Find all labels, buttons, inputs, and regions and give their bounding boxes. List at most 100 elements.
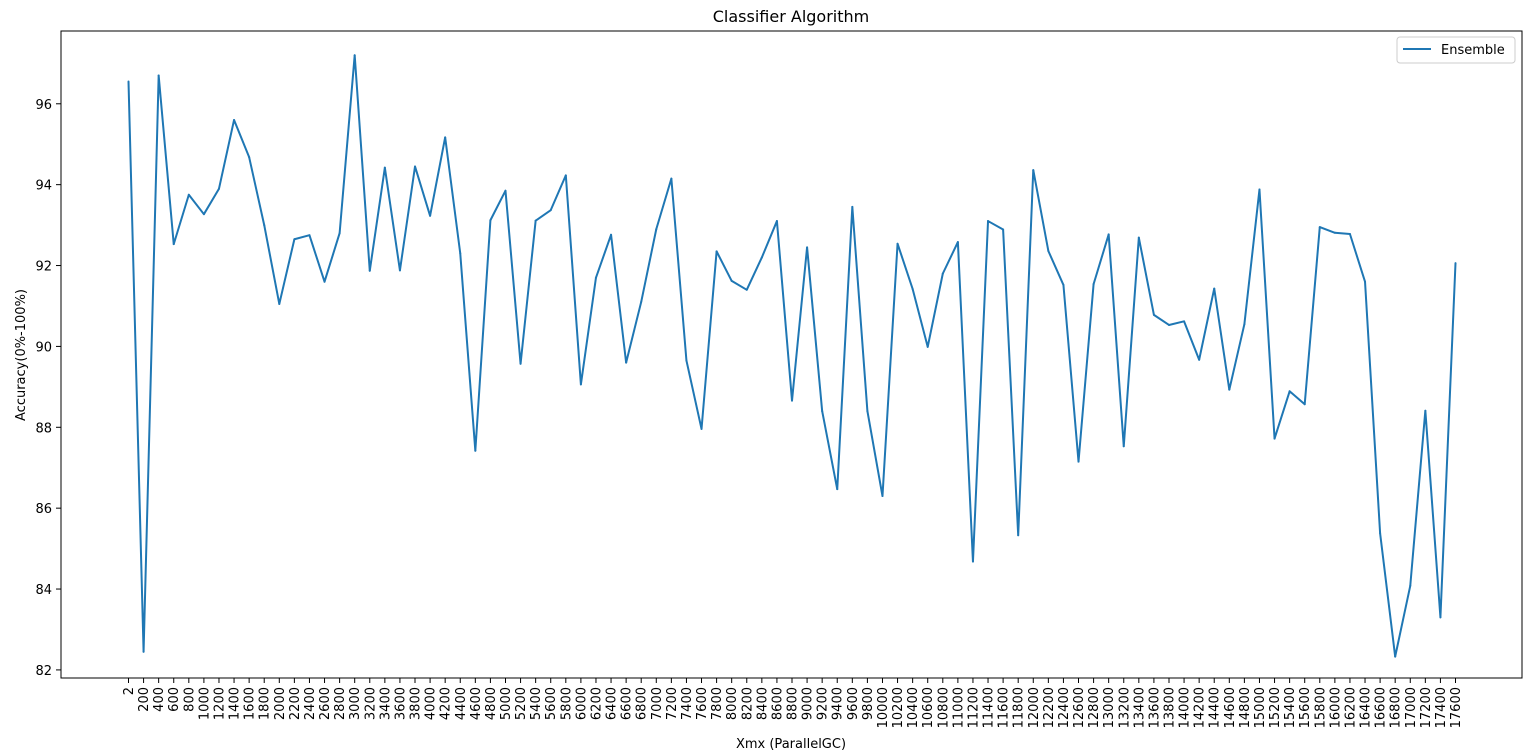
x-tick-label: 3600: [393, 687, 408, 720]
x-tick-label: 6000: [574, 687, 589, 720]
data-point: [172, 243, 175, 246]
x-tick-label: 1600: [243, 687, 258, 720]
x-tick-label: 1400: [228, 687, 243, 720]
x-tick-label: 3000: [348, 687, 363, 720]
x-tick-label: 13400: [1132, 687, 1147, 728]
data-point: [398, 269, 401, 272]
data-point: [926, 345, 929, 348]
data-point: [1364, 280, 1367, 283]
y-tick-label: 94: [35, 179, 52, 194]
data-point: [534, 219, 537, 222]
x-tick-label: 6400: [605, 687, 620, 720]
x-tick-label: 4800: [484, 687, 499, 720]
x-tick-label: 6200: [589, 687, 604, 720]
x-tick-label: 8600: [770, 687, 785, 720]
x-tick-label: 13200: [1117, 687, 1132, 728]
x-tick-label: 9800: [861, 687, 876, 720]
data-point: [519, 362, 522, 365]
x-tick-label: 4400: [454, 687, 469, 720]
data-point: [293, 238, 296, 241]
data-point: [278, 302, 281, 305]
x-tick-label: 3400: [378, 687, 393, 720]
x-tick-label: 3800: [409, 687, 424, 720]
x-tick-label: 4600: [469, 687, 484, 720]
x-tick-label: 9600: [846, 687, 861, 720]
x-tick-label: 5200: [514, 687, 529, 720]
x-tick-label: 15800: [1313, 687, 1328, 728]
x-tick-label: 15000: [1253, 687, 1268, 728]
data-point: [1348, 232, 1351, 235]
x-tick-label: 14000: [1178, 687, 1193, 728]
y-tick-label: 90: [35, 340, 52, 355]
x-tick-label: 9200: [816, 687, 831, 720]
x-tick-label: 1200: [212, 687, 227, 720]
data-point: [911, 287, 914, 290]
y-tick-label: 96: [35, 98, 52, 113]
x-tick-label: 14400: [1208, 687, 1223, 728]
legend-label-ensemble: Ensemble: [1441, 43, 1505, 58]
x-tick-label: 10600: [921, 687, 936, 728]
data-point: [1394, 655, 1397, 658]
data-point: [1454, 262, 1457, 265]
y-tick-label: 82: [35, 664, 52, 679]
x-tick-label: 16400: [1359, 687, 1374, 728]
data-point: [685, 359, 688, 362]
data-point: [1092, 283, 1095, 286]
data-point: [821, 410, 824, 413]
x-tick-label: 5400: [529, 687, 544, 720]
x-tick-label: 800: [182, 687, 197, 712]
data-point: [971, 560, 974, 563]
data-point: [791, 399, 793, 402]
data-point: [836, 488, 839, 491]
data-point: [308, 234, 311, 237]
data-point: [610, 233, 613, 236]
x-tick-label: 12600: [1072, 687, 1087, 728]
data-point: [489, 219, 492, 222]
x-tick-label: 8200: [740, 687, 755, 720]
data-point: [760, 256, 763, 259]
data-point: [1017, 534, 1020, 537]
x-tick-label: 9400: [831, 687, 846, 720]
data-point: [1424, 409, 1427, 412]
data-point: [353, 54, 356, 57]
x-tick-label: 1000: [197, 687, 212, 720]
data-point: [263, 224, 266, 227]
data-point: [775, 220, 778, 223]
x-tick-label: 16600: [1374, 687, 1389, 728]
x-tick-label: 6800: [635, 687, 650, 720]
y-axis-label: Accuracy(0%-100%): [14, 289, 29, 421]
data-point: [700, 427, 703, 430]
x-tick-label: 2200: [288, 687, 303, 720]
data-point: [414, 165, 417, 168]
data-point: [1288, 390, 1291, 393]
data-point: [1409, 584, 1412, 587]
chart-title: Classifier Algorithm: [713, 7, 869, 26]
x-tick-label: 2600: [318, 687, 333, 720]
data-point: [1379, 532, 1382, 535]
data-point: [640, 300, 643, 303]
x-tick-label: 11200: [966, 687, 981, 728]
x-tick-label: 11800: [1012, 687, 1027, 728]
x-tick-label: 14600: [1223, 687, 1238, 728]
x-tick-label: 2400: [303, 687, 318, 720]
data-point: [549, 209, 552, 212]
x-tick-label: 10000: [876, 687, 891, 728]
data-point: [504, 189, 507, 192]
x-tick-label: 400: [152, 687, 167, 712]
data-point: [1318, 226, 1321, 229]
data-point: [1047, 249, 1050, 252]
data-point: [956, 241, 959, 244]
data-point: [157, 74, 160, 77]
x-tick-label: 7000: [650, 687, 665, 720]
x-tick-label: 10400: [906, 687, 921, 728]
x-tick-label: 10800: [936, 687, 951, 728]
data-point: [383, 166, 386, 169]
data-point: [1303, 403, 1306, 406]
data-point: [1258, 188, 1261, 191]
y-tick-label: 92: [35, 260, 52, 275]
x-tick-label: 3200: [363, 687, 378, 720]
x-tick-label: 2: [122, 687, 137, 695]
data-point: [1137, 236, 1140, 239]
